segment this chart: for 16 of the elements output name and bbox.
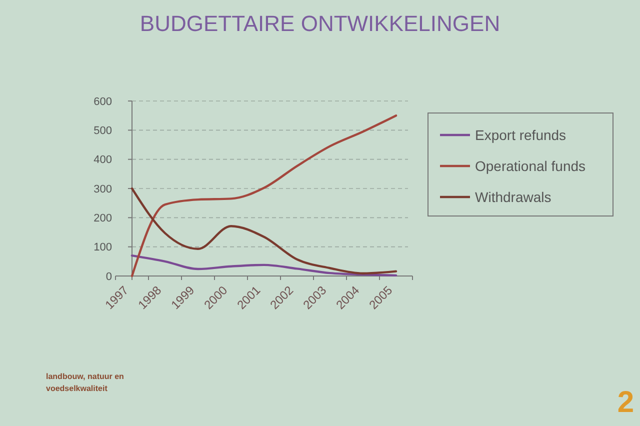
- line-series: [130, 254, 398, 277]
- y-tick-label: 100: [94, 242, 112, 254]
- text: landbouw, natuur en voedselkwaliteit: [46, 372, 124, 394]
- y-tick-label: 0: [106, 270, 112, 283]
- y-tick-label: 600: [94, 96, 112, 108]
- line-series: [130, 187, 398, 274]
- y-tick-label: 200: [94, 212, 112, 225]
- legend-label: Export refunds: [475, 126, 566, 143]
- chart-title: BUDGETTAIRE ONTWIKKELINGEN: [140, 11, 500, 36]
- legend-label: Withdrawals: [475, 188, 552, 205]
- legend-label: Operational funds: [475, 158, 586, 174]
- y-tick-label: 500: [94, 125, 112, 138]
- y-tick-label: 300: [94, 183, 112, 196]
- line-series: [130, 114, 398, 278]
- text: 2: [617, 386, 634, 419]
- y-tick-label: 400: [94, 154, 112, 166]
